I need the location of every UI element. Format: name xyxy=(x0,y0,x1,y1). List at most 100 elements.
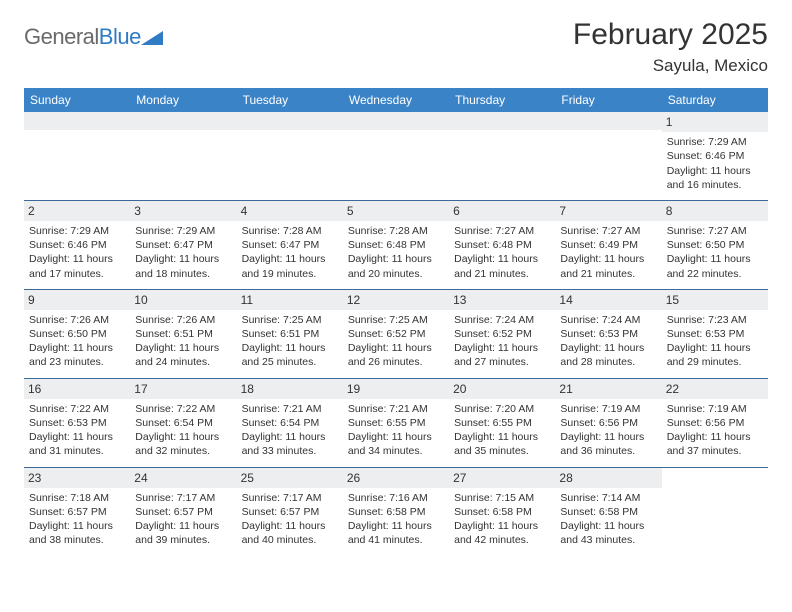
day-number: 7 xyxy=(555,201,661,221)
sunset-label: Sunset: 6:51 PM xyxy=(135,327,231,341)
daylight-label: Daylight: 11 hours and 40 minutes. xyxy=(242,519,338,547)
calendar-cell: 1Sunrise: 7:29 AMSunset: 6:46 PMDaylight… xyxy=(662,112,768,200)
calendar-cell: 21 Sunrise: 7:19 AMSunset: 6:56 PMDayligh… xyxy=(555,378,661,467)
sunrise-label: Sunrise: 7:24 AM xyxy=(454,313,550,327)
day-header: Saturday xyxy=(662,88,768,112)
daylight-label: Daylight: 11 hours and 22 minutes. xyxy=(667,252,763,280)
sunrise-label: Sunrise: 7:27 AM xyxy=(454,224,550,238)
sunrise-label: Sunrise: 7:29 AM xyxy=(29,224,125,238)
calendar-cell: 3Sunrise: 7:29 AMSunset: 6:47 PMDaylight… xyxy=(130,200,236,289)
calendar-cell: 9 Sunrise: 7:26 AMSunset: 6:50 PMDaylight… xyxy=(24,289,130,378)
daylight-label: Daylight: 11 hours and 21 minutes. xyxy=(560,252,656,280)
day-header: Monday xyxy=(130,88,236,112)
calendar-cell: 11Sunrise: 7:25 AMSunset: 6:51 PMDayligh… xyxy=(237,289,343,378)
sunset-label: Sunset: 6:52 PM xyxy=(454,327,550,341)
sunset-label: Sunset: 6:50 PM xyxy=(29,327,125,341)
day-info: Sunrise: 7:21 AMSunset: 6:55 PMDaylight:… xyxy=(347,402,445,459)
sunset-label: Sunset: 6:56 PM xyxy=(667,416,763,430)
sunrise-label: Sunrise: 7:21 AM xyxy=(348,402,444,416)
day-number: 27 xyxy=(449,468,555,488)
calendar-week-row: 2Sunrise: 7:29 AMSunset: 6:46 PMDaylight… xyxy=(24,200,768,289)
empty-cell xyxy=(343,112,449,200)
sunrise-label: Sunrise: 7:18 AM xyxy=(29,491,125,505)
sunset-label: Sunset: 6:57 PM xyxy=(242,505,338,519)
daylight-label: Daylight: 11 hours and 21 minutes. xyxy=(454,252,550,280)
sunrise-label: Sunrise: 7:21 AM xyxy=(242,402,338,416)
sunrise-label: Sunrise: 7:25 AM xyxy=(348,313,444,327)
daylight-label: Daylight: 11 hours and 16 minutes. xyxy=(667,164,763,192)
calendar-cell: 26 Sunrise: 7:16 AMSunset: 6:58 PMDayligh… xyxy=(343,467,449,555)
day-info: Sunrise: 7:28 AMSunset: 6:47 PMDaylight:… xyxy=(241,224,339,281)
sunset-label: Sunset: 6:53 PM xyxy=(667,327,763,341)
day-number: 28 xyxy=(555,468,661,488)
daylight-label: Daylight: 11 hours and 17 minutes. xyxy=(29,252,125,280)
day-info: Sunrise: 7:18 AMSunset: 6:57 PMDaylight:… xyxy=(28,491,126,548)
day-info: Sunrise: 7:29 AMSunset: 6:46 PMDaylight:… xyxy=(666,135,764,192)
day-info: Sunrise: 7:22 AMSunset: 6:54 PMDaylight:… xyxy=(134,402,232,459)
calendar-week-row: 23Sunrise: 7:18 AMSunset: 6:57 PMDayligh… xyxy=(24,467,768,555)
sunset-label: Sunset: 6:55 PM xyxy=(454,416,550,430)
calendar-table: SundayMondayTuesdayWednesdayThursdayFrid… xyxy=(24,88,768,555)
sunset-label: Sunset: 6:58 PM xyxy=(560,505,656,519)
sunrise-label: Sunrise: 7:29 AM xyxy=(135,224,231,238)
daylight-label: Daylight: 11 hours and 33 minutes. xyxy=(242,430,338,458)
daylight-label: Daylight: 11 hours and 42 minutes. xyxy=(454,519,550,547)
day-info: Sunrise: 7:16 AMSunset: 6:58 PMDaylight:… xyxy=(347,491,445,548)
calendar-cell: 25Sunrise: 7:17 AMSunset: 6:57 PMDayligh… xyxy=(237,467,343,555)
title-block: February 2025 Sayula, Mexico xyxy=(573,18,768,76)
daylight-label: Daylight: 11 hours and 38 minutes. xyxy=(29,519,125,547)
daylight-label: Daylight: 11 hours and 19 minutes. xyxy=(242,252,338,280)
day-info: Sunrise: 7:19 AMSunset: 6:56 PMDaylight:… xyxy=(559,402,657,459)
day-header: Friday xyxy=(555,88,661,112)
daylight-label: Daylight: 11 hours and 23 minutes. xyxy=(29,341,125,369)
sunrise-label: Sunrise: 7:27 AM xyxy=(560,224,656,238)
day-info: Sunrise: 7:17 AMSunset: 6:57 PMDaylight:… xyxy=(241,491,339,548)
sunset-label: Sunset: 6:49 PM xyxy=(560,238,656,252)
sunrise-label: Sunrise: 7:23 AM xyxy=(667,313,763,327)
blank-bar xyxy=(555,112,661,130)
sunrise-label: Sunrise: 7:20 AM xyxy=(454,402,550,416)
day-number: 12 xyxy=(343,290,449,310)
day-header: Wednesday xyxy=(343,88,449,112)
day-info: Sunrise: 7:27 AMSunset: 6:50 PMDaylight:… xyxy=(666,224,764,281)
day-number: 9 xyxy=(24,290,130,310)
daylight-label: Daylight: 11 hours and 20 minutes. xyxy=(348,252,444,280)
sunset-label: Sunset: 6:57 PM xyxy=(29,505,125,519)
calendar-cell: 23Sunrise: 7:18 AMSunset: 6:57 PMDayligh… xyxy=(24,467,130,555)
sunset-label: Sunset: 6:53 PM xyxy=(560,327,656,341)
sunset-label: Sunset: 6:55 PM xyxy=(348,416,444,430)
logo-text-blue: Blue xyxy=(99,24,141,49)
sunrise-label: Sunrise: 7:24 AM xyxy=(560,313,656,327)
daylight-label: Daylight: 11 hours and 27 minutes. xyxy=(454,341,550,369)
logo: GeneralBlue xyxy=(24,18,163,50)
day-info: Sunrise: 7:26 AMSunset: 6:51 PMDaylight:… xyxy=(134,313,232,370)
day-number: 4 xyxy=(237,201,343,221)
calendar-cell: 19Sunrise: 7:21 AMSunset: 6:55 PMDayligh… xyxy=(343,378,449,467)
day-number: 10 xyxy=(130,290,236,310)
day-info: Sunrise: 7:21 AMSunset: 6:54 PMDaylight:… xyxy=(241,402,339,459)
day-number: 8 xyxy=(662,201,768,221)
sunrise-label: Sunrise: 7:26 AM xyxy=(135,313,231,327)
day-header-row: SundayMondayTuesdayWednesdayThursdayFrid… xyxy=(24,88,768,112)
daylight-label: Daylight: 11 hours and 37 minutes. xyxy=(667,430,763,458)
day-info: Sunrise: 7:22 AMSunset: 6:53 PMDaylight:… xyxy=(28,402,126,459)
day-number: 26 xyxy=(343,468,449,488)
day-info: Sunrise: 7:25 AMSunset: 6:52 PMDaylight:… xyxy=(347,313,445,370)
sunrise-label: Sunrise: 7:19 AM xyxy=(560,402,656,416)
sunrise-label: Sunrise: 7:16 AM xyxy=(348,491,444,505)
day-number: 6 xyxy=(449,201,555,221)
day-number: 21 xyxy=(555,379,661,399)
day-info: Sunrise: 7:26 AMSunset: 6:50 PMDaylight:… xyxy=(28,313,126,370)
daylight-label: Daylight: 11 hours and 36 minutes. xyxy=(560,430,656,458)
month-title: February 2025 xyxy=(573,18,768,52)
daylight-label: Daylight: 11 hours and 31 minutes. xyxy=(29,430,125,458)
day-number: 15 xyxy=(662,290,768,310)
day-number: 11 xyxy=(237,290,343,310)
day-info: Sunrise: 7:15 AMSunset: 6:58 PMDaylight:… xyxy=(453,491,551,548)
logo-text: GeneralBlue xyxy=(24,24,141,50)
empty-cell xyxy=(237,112,343,200)
sunset-label: Sunset: 6:48 PM xyxy=(348,238,444,252)
empty-cell xyxy=(130,112,236,200)
day-number: 18 xyxy=(237,379,343,399)
calendar-cell: 2Sunrise: 7:29 AMSunset: 6:46 PMDaylight… xyxy=(24,200,130,289)
